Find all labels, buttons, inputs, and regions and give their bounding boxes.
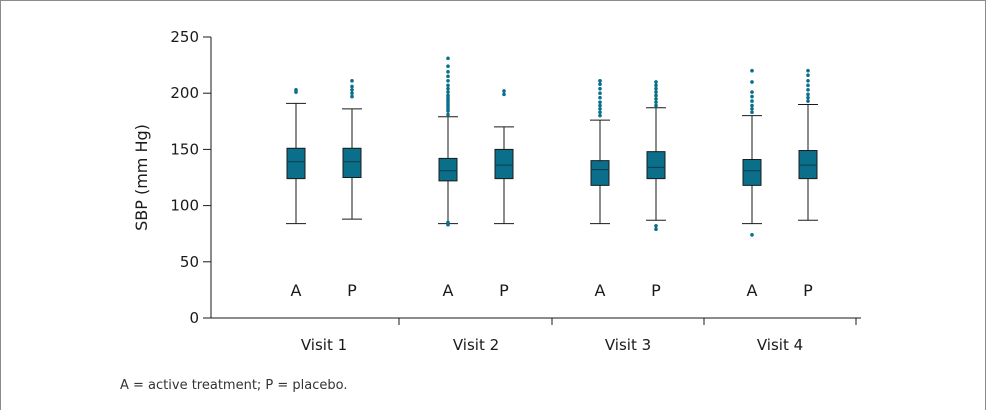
outlier-point [806,95,810,100]
outlier-point [598,113,602,118]
y-tick-label: 150 [170,140,199,158]
box-iqr [798,150,818,180]
x-tick-label: Visit 3 [605,336,651,354]
outlier-point [446,220,450,225]
outlier-point [750,90,754,94]
outlier-point [350,88,354,92]
x-tick-label: Visit 4 [757,336,803,354]
x-tick-label: Visit 1 [301,336,347,354]
outlier-point [806,92,810,97]
box-iqr [590,160,610,186]
outlier-point [654,93,658,98]
outlier-point [806,68,810,73]
outlier-point [446,64,450,69]
outlier-point [654,80,658,84]
outlier-point [598,95,602,100]
outlier-point [806,73,810,78]
group-label: P [803,281,813,300]
outlier-point [806,88,810,92]
x-tick-label: Visit 2 [453,336,499,354]
outlier-point [598,79,602,83]
outlier-point [750,68,754,73]
outlier-point [654,103,658,108]
outlier-point [806,79,810,83]
y-tick-label: 250 [170,28,199,46]
outlier-point [446,74,450,79]
outlier-point [446,56,450,61]
outlier-point [294,88,298,92]
y-axis-title: SBP (mm Hg) [132,124,151,231]
y-tick-label: 0 [189,309,199,327]
group-label: A [595,281,606,300]
outlier-point [806,83,810,88]
outlier-point [502,92,506,97]
outlier-point [598,86,602,91]
outlier-point [446,90,450,94]
outlier-point [654,90,658,94]
outlier-point [654,224,658,228]
outlier-point [446,83,450,88]
outlier-point [654,97,658,101]
outlier-point [350,84,354,89]
group-label: P [499,281,509,300]
outlier-point [598,107,602,111]
outlier-point [750,103,754,108]
outlier-point [654,100,658,104]
y-tick-label: 100 [170,197,199,215]
y-tick-label: 50 [180,253,199,271]
group-label: P [347,281,357,300]
group-label: A [291,281,302,300]
outlier-point [598,110,602,115]
outlier-point [750,107,754,111]
outlier-point [750,99,754,103]
box-iqr [438,157,458,182]
group-label: A [747,281,758,300]
outlier-point [446,70,450,74]
box-iqr [494,148,514,180]
outlier-point [350,79,354,83]
group-label: A [443,281,454,300]
outlier-point [806,99,810,103]
outlier-point [598,82,602,87]
outlier-point [598,100,602,104]
outlier-point [654,86,658,91]
group-label: P [651,281,661,300]
outlier-point [446,112,450,117]
outlier-point [446,86,450,91]
outlier-point [750,94,754,99]
outlier-point [502,89,506,93]
outlier-point [750,80,754,84]
outlier-point [750,233,754,237]
box-iqr [342,147,362,178]
outlier-point [446,93,450,98]
outlier-point [654,83,658,88]
box-iqr [646,151,666,180]
outlier-point [750,110,754,115]
outlier-point [598,91,602,95]
outlier-point [654,227,658,232]
outlier-point [350,94,354,99]
outlier-point [350,91,354,95]
outlier-point [446,79,450,83]
y-tick-label: 200 [170,84,199,102]
box-iqr [742,159,762,186]
outlier-point [598,103,602,108]
box-iqr [286,147,306,180]
footnote: A = active treatment; P = placebo. [120,378,348,393]
